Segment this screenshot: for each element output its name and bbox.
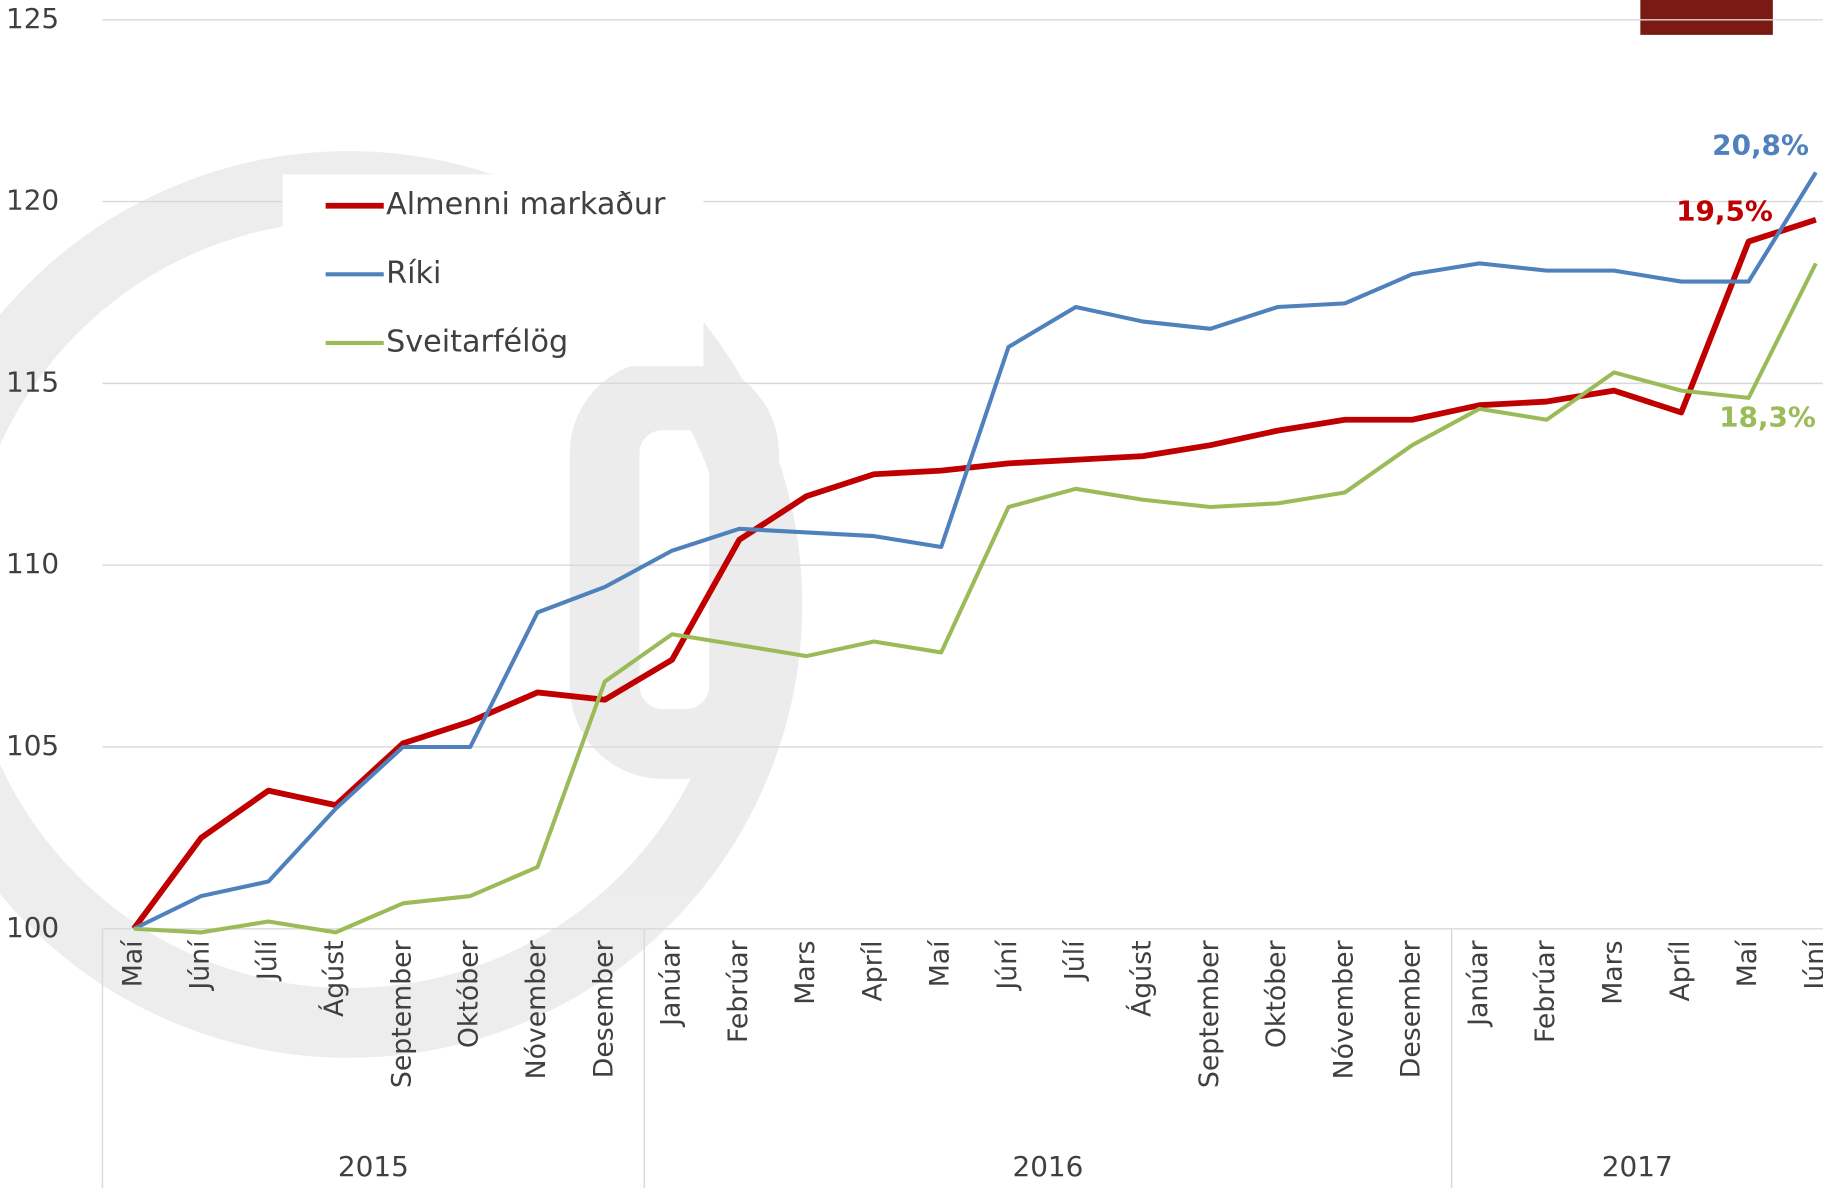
x-group-label: 2017 [1602, 1150, 1673, 1183]
x-tick-label: Júní [185, 939, 216, 992]
x-tick-label: September [1194, 940, 1225, 1088]
annotation: 20,8% [1712, 128, 1809, 161]
y-tick-label: 115 [6, 365, 59, 398]
x-tick-label: Apríl [1665, 940, 1696, 1001]
y-tick-label: 120 [6, 184, 59, 217]
x-tick-label: Desember [1396, 940, 1427, 1078]
logo [1640, 0, 1773, 35]
x-group-label: 2016 [1012, 1150, 1083, 1183]
x-tick-label: Júní [992, 939, 1023, 992]
x-tick-label: Mars [1598, 940, 1629, 1004]
x-tick-label: Júní [1799, 939, 1823, 992]
x-tick-label: Mars [790, 940, 821, 1004]
x-group-label: 2015 [338, 1150, 409, 1183]
x-tick-label: Desember [588, 940, 619, 1078]
x-tick-label: Febrúar [723, 940, 754, 1043]
x-tick-label: Október [1261, 940, 1292, 1048]
annotation: 18,3% [1719, 400, 1816, 433]
x-tick-label: Nóvember [521, 940, 552, 1079]
x-tick-label: September [386, 940, 417, 1088]
chart: 100 105 110 115 120 125 Maí Júní Júlí Ágúst Septem… [0, 0, 1823, 1188]
x-tick-label: Maí [925, 939, 956, 987]
x-tick-label: Janúar [1463, 940, 1494, 1027]
x-tick-label: Nóvember [1328, 940, 1359, 1079]
y-tick-label: 110 [6, 547, 59, 580]
x-tick-label: Maí [117, 939, 148, 987]
y-tick-label: 125 [6, 2, 59, 35]
x-tick-label: Júlí [252, 939, 283, 982]
x-tick-label: Október [454, 940, 485, 1048]
x-tick-label: Ágúst [318, 940, 350, 1017]
x-tick-label: Maí [1732, 939, 1763, 987]
x-tick-label: Júlí [1059, 939, 1090, 982]
annotation: 19,5% [1676, 195, 1773, 228]
y-tick-label: 105 [6, 729, 59, 762]
x-tick-label: Ágúst [1126, 940, 1158, 1017]
x-tick-label: Apríl [857, 940, 888, 1001]
x-tick-label: Febrúar [1530, 940, 1561, 1043]
legend-label: Ríki [386, 256, 441, 291]
legend-label: Almenni markaður [386, 187, 666, 222]
y-tick-label: 100 [6, 911, 59, 944]
x-tick-label: Janúar [656, 940, 687, 1027]
legend-label: Sveitarfélög [386, 324, 568, 359]
